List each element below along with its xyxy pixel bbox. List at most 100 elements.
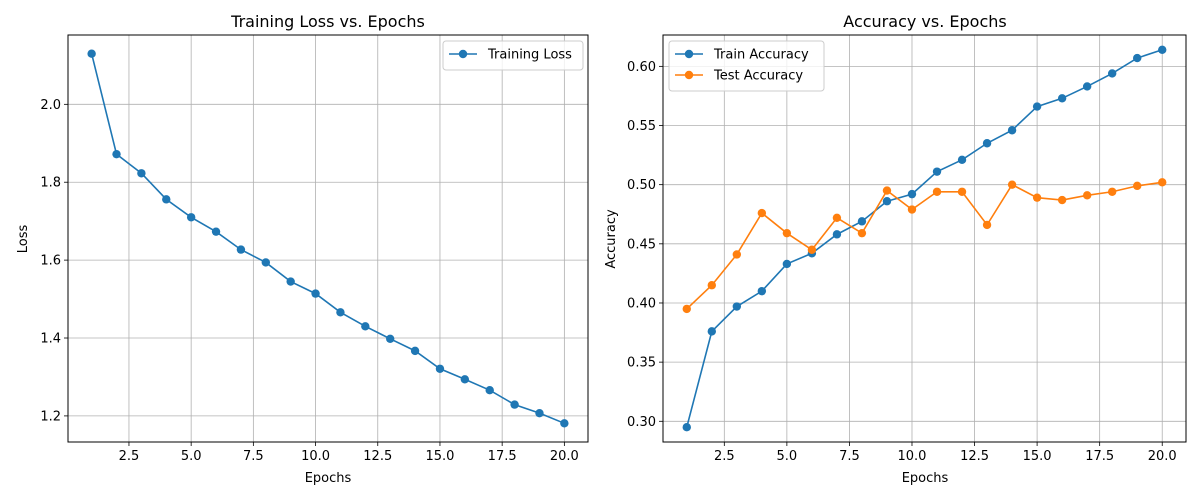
training-loss-point xyxy=(211,227,221,236)
accuracy-y-tick-label: 0.35 xyxy=(627,356,656,371)
train-accuracy-point xyxy=(982,139,992,148)
training-loss-point xyxy=(112,149,121,159)
loss-x-tick-label: 2.5 xyxy=(119,449,140,464)
train-accuracy-point xyxy=(732,302,742,311)
accuracy-x-tick-label: 17.5 xyxy=(1085,449,1114,464)
test-accuracy-point xyxy=(682,304,691,314)
loss-x-tick-label: 12.5 xyxy=(363,449,392,464)
train-accuracy-point xyxy=(932,167,942,176)
test-accuracy-point xyxy=(907,205,917,214)
training-loss-point xyxy=(435,364,445,373)
train-accuracy-point xyxy=(1057,94,1067,103)
test-accuracy-legend-label: Test Accuracy xyxy=(713,69,803,84)
accuracy-y-tick-label: 0.50 xyxy=(627,178,656,193)
test-accuracy-point xyxy=(1133,181,1142,191)
test-accuracy-point xyxy=(832,213,842,222)
loss-x-tick-label: 10.0 xyxy=(301,449,330,464)
accuracy-y-tick-label: 0.40 xyxy=(627,296,656,311)
accuracy-y-tick-label: 0.60 xyxy=(627,60,656,75)
accuracy-plot-frame xyxy=(662,34,1187,443)
training-loss-point xyxy=(162,195,171,204)
accuracy-x-tick-label: 2.5 xyxy=(714,449,735,464)
loss-y-tick-label: 1.6 xyxy=(40,254,61,269)
train-accuracy-point xyxy=(1107,69,1117,78)
loss-x-tick-label: 7.5 xyxy=(243,449,264,464)
loss-y-tick-label: 1.8 xyxy=(40,176,61,191)
loss-x-axis-label: Epochs xyxy=(305,471,352,486)
loss-y-tick-label: 1.2 xyxy=(40,409,61,424)
loss-x-tick-label: 17.5 xyxy=(488,449,517,464)
train-accuracy-point xyxy=(1133,53,1142,63)
test-accuracy-point xyxy=(1032,193,1042,202)
train-accuracy-point xyxy=(832,230,842,239)
test-accuracy-point xyxy=(857,228,867,238)
test-accuracy-point xyxy=(1007,180,1017,189)
train-accuracy-point xyxy=(1032,102,1042,111)
test-accuracy-legend-marker xyxy=(684,70,694,80)
training-loss-point xyxy=(361,322,370,331)
train-accuracy-point xyxy=(1158,45,1167,54)
loss-y-tick-label: 2.0 xyxy=(40,98,61,113)
accuracy-x-tick-label: 12.5 xyxy=(960,449,989,464)
test-accuracy-point xyxy=(732,250,742,259)
training-loss-line xyxy=(90,53,565,425)
loss-y-tick-label: 1.4 xyxy=(40,332,61,347)
test-accuracy-line xyxy=(686,181,1163,310)
test-accuracy-point xyxy=(807,245,817,254)
loss-legend-box xyxy=(442,40,584,71)
training-loss-point xyxy=(137,169,146,178)
test-accuracy-point xyxy=(982,220,992,230)
test-accuracy-point xyxy=(782,228,792,238)
train-accuracy-legend-marker xyxy=(684,49,694,59)
accuracy-y-tick-label: 0.55 xyxy=(627,119,656,134)
training-loss-point xyxy=(485,386,494,395)
loss-ticks: 2.5 5.0 7.5 10.0 12.5 15.0 17.5 20.0 1.2 1.4 1.6 1.… xyxy=(40,98,579,464)
accuracy-x-tick-label: 7.5 xyxy=(839,449,860,464)
training-loss-point xyxy=(460,375,470,384)
train-accuracy-point xyxy=(682,423,691,432)
train-accuracy-point xyxy=(782,259,792,269)
train-accuracy-legend-label: Train Accuracy xyxy=(713,48,809,63)
train-accuracy-point xyxy=(757,286,767,296)
test-accuracy-point xyxy=(882,186,892,195)
accuracy-x-tick-label: 15.0 xyxy=(1023,449,1052,464)
loss-chart-title: Training Loss vs. Epochs xyxy=(230,12,425,31)
test-accuracy-point xyxy=(957,187,967,196)
training-loss-point xyxy=(510,400,519,409)
accuracy-y-tick-label: 0.30 xyxy=(627,415,656,430)
training-loss-point xyxy=(186,213,196,222)
test-accuracy-point xyxy=(707,281,716,290)
test-accuracy-point xyxy=(1082,191,1092,200)
accuracy-x-tick-label: 20.0 xyxy=(1148,449,1177,464)
loss-legend: Training Loss xyxy=(442,40,584,71)
train-accuracy-point xyxy=(882,197,892,206)
accuracy-plot-area xyxy=(663,35,1186,442)
accuracy-chart-title: Accuracy vs. Epochs xyxy=(843,12,1006,31)
train-accuracy-point xyxy=(907,189,917,199)
test-accuracy-point xyxy=(1107,187,1117,196)
loss-chart: 2.5 5.0 7.5 10.0 12.5 15.0 17.5 20.0 1.2 1.4 1.6 1.… xyxy=(16,12,589,486)
training-loss-point xyxy=(560,419,569,428)
accuracy-x-tick-label: 10.0 xyxy=(898,449,927,464)
train-accuracy-point xyxy=(1082,82,1092,91)
accuracy-y-tick-label: 0.45 xyxy=(627,237,656,252)
training-loss-legend-marker xyxy=(458,49,468,59)
training-loss-point xyxy=(386,334,395,343)
loss-x-tick-label: 20.0 xyxy=(550,449,579,464)
train-accuracy-line xyxy=(685,49,1163,428)
test-accuracy-point xyxy=(1057,195,1067,205)
accuracy-ticks: 2.5 5.0 7.5 10.0 12.5 15.0 17.5 20.0 0.30 0.35 0.4… xyxy=(627,60,1177,464)
training-loss-point xyxy=(236,245,246,254)
training-loss-point xyxy=(261,258,270,267)
loss-y-axis-label: Loss xyxy=(16,225,31,254)
accuracy-legend-box xyxy=(668,40,825,92)
train-accuracy-point xyxy=(707,327,716,336)
train-accuracy-point xyxy=(957,155,967,165)
training-loss-point xyxy=(535,408,544,418)
accuracy-chart: 2.5 5.0 7.5 10.0 12.5 15.0 17.5 20.0 0.30 0.35 0.4… xyxy=(604,12,1187,486)
loss-x-tick-label: 5.0 xyxy=(181,449,202,464)
training-loss-point xyxy=(87,49,96,58)
test-accuracy-point xyxy=(932,187,942,196)
training-loss-point xyxy=(410,346,420,356)
accuracy-legend: Train Accuracy Test Accuracy xyxy=(668,40,825,92)
